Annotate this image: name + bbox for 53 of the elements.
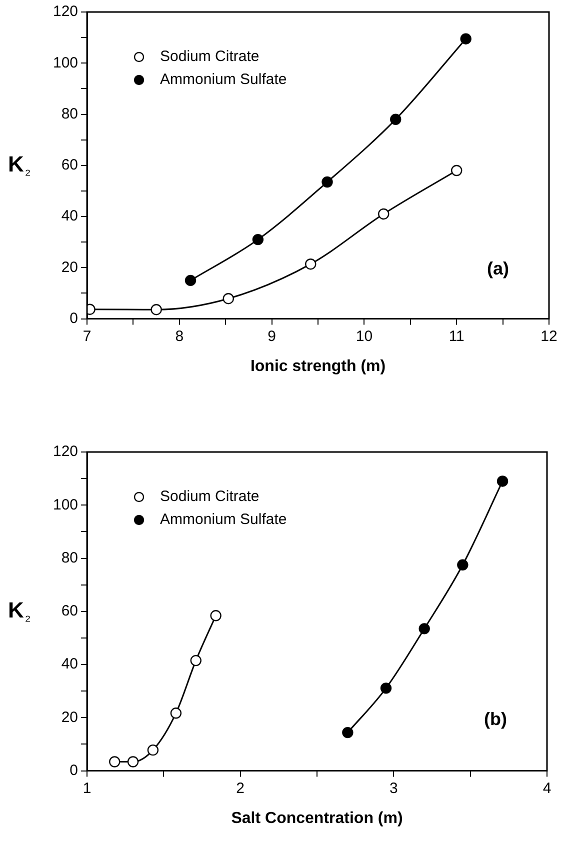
x-tick-label: 9 xyxy=(268,328,276,345)
x-tick-label: 8 xyxy=(175,328,184,345)
point xyxy=(305,258,316,270)
x-tick-label: 1 xyxy=(82,780,92,797)
x-axis-title: Salt Concentration (m) xyxy=(231,810,403,827)
y-tick-label: 100 xyxy=(52,496,78,514)
point xyxy=(109,756,120,768)
point xyxy=(170,708,182,719)
point xyxy=(418,623,430,634)
point xyxy=(322,176,333,188)
y-tick-label: 60 xyxy=(61,602,78,620)
point xyxy=(390,114,402,125)
x-axis-title: Ionic strength (m) xyxy=(250,358,386,375)
y-tick-label: 80 xyxy=(61,105,78,122)
point xyxy=(184,274,196,286)
x-tick-label: 12 xyxy=(540,328,558,345)
y-tick-label: 80 xyxy=(61,549,78,566)
point xyxy=(150,304,162,316)
y-tick-label: 60 xyxy=(61,156,78,174)
y-tick-label: 20 xyxy=(61,708,78,726)
annotation: (b) xyxy=(484,708,508,729)
point xyxy=(222,293,234,304)
point xyxy=(451,164,462,176)
point xyxy=(147,744,159,756)
y-tick-label: 120 xyxy=(52,3,78,20)
annotation: (a) xyxy=(487,258,510,279)
point xyxy=(210,610,222,622)
x-tick-label: 2 xyxy=(236,780,245,797)
point xyxy=(342,726,354,738)
point xyxy=(380,682,392,694)
y-tick-label: 0 xyxy=(70,762,78,779)
point xyxy=(496,476,508,487)
x-tick-label: 3 xyxy=(390,780,398,797)
legend-label: Ammonium Sulfate xyxy=(160,71,287,88)
legend-label: Sodium Citrate xyxy=(160,48,260,66)
point xyxy=(460,33,472,44)
point xyxy=(190,654,202,666)
legend-label: Sodium Citrate xyxy=(160,488,260,506)
point xyxy=(252,234,264,246)
y-tick-label: 20 xyxy=(61,258,78,276)
legend-label: Ammonium Sulfate xyxy=(160,511,287,528)
point xyxy=(457,559,468,571)
x-tick-label: 10 xyxy=(356,328,373,345)
y-tick-label: 40 xyxy=(61,656,78,673)
y-tick-label: 100 xyxy=(52,54,78,72)
x-tick-label: 7 xyxy=(82,328,92,345)
x-tick-label: 4 xyxy=(542,780,552,797)
x-tick-label: 11 xyxy=(448,328,464,345)
point xyxy=(378,208,390,220)
y-tick-label: 40 xyxy=(61,208,78,225)
y-tick-label: 0 xyxy=(70,310,78,327)
y-tick-label: 120 xyxy=(52,443,78,460)
point xyxy=(127,756,139,768)
